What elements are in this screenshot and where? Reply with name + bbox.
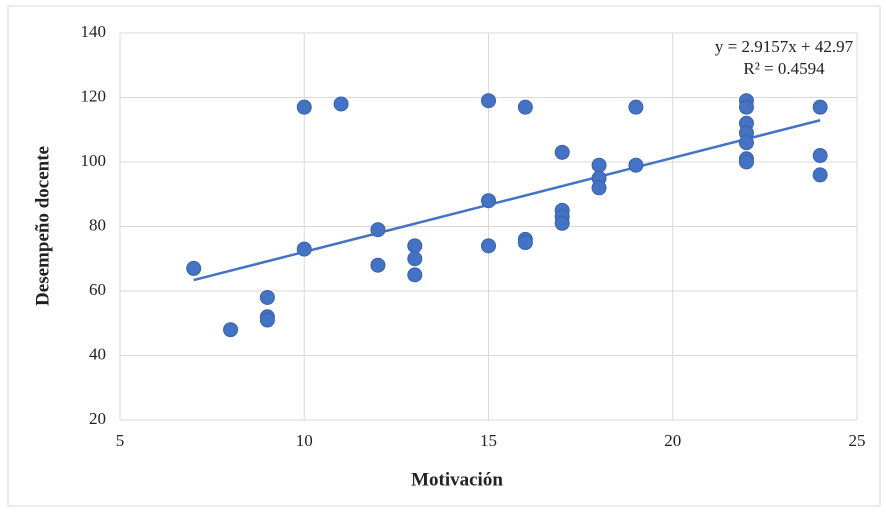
point	[812, 99, 828, 115]
point	[517, 235, 533, 251]
point	[812, 167, 828, 183]
point	[481, 93, 496, 109]
point	[223, 322, 239, 338]
trendline-equation: y = 2.9157x + 42.97	[715, 37, 854, 56]
y-tick-label: 80	[89, 215, 106, 234]
x-tick-label: 5	[116, 431, 125, 450]
point	[370, 257, 386, 273]
x-axis-title: Motivación	[411, 469, 503, 490]
point	[554, 215, 570, 231]
chart-border	[7, 5, 881, 507]
point	[738, 99, 754, 115]
point	[628, 99, 644, 115]
x-tick-label: 25	[849, 431, 866, 450]
point	[812, 148, 828, 164]
point	[370, 222, 386, 238]
y-tick-label: 100	[81, 151, 107, 170]
y-tick-label: 140	[81, 22, 107, 41]
point	[259, 289, 275, 305]
point	[407, 251, 423, 267]
point	[628, 157, 644, 173]
y-tick-label: 120	[81, 86, 107, 105]
y-axis-title: Desempeño docente	[32, 146, 53, 306]
point	[407, 267, 423, 283]
point	[554, 144, 570, 160]
x-tick-label: 10	[296, 431, 313, 450]
point	[517, 99, 533, 115]
point	[186, 260, 202, 276]
point	[333, 96, 349, 112]
point	[738, 154, 754, 170]
x-tick-label: 15	[480, 431, 497, 450]
point	[407, 238, 423, 254]
trendline-r2: R² = 0.4594	[743, 59, 825, 78]
x-tick-label: 20	[664, 431, 681, 450]
point	[591, 157, 607, 173]
y-tick-label: 20	[89, 409, 106, 428]
y-tick-label: 40	[89, 344, 106, 363]
point	[481, 238, 496, 254]
trendline	[193, 119, 821, 282]
point	[481, 193, 496, 209]
point	[591, 180, 607, 196]
point	[738, 135, 754, 151]
point	[296, 99, 312, 115]
y-tick-label: 60	[89, 280, 106, 299]
point	[259, 312, 275, 328]
point	[296, 241, 312, 257]
